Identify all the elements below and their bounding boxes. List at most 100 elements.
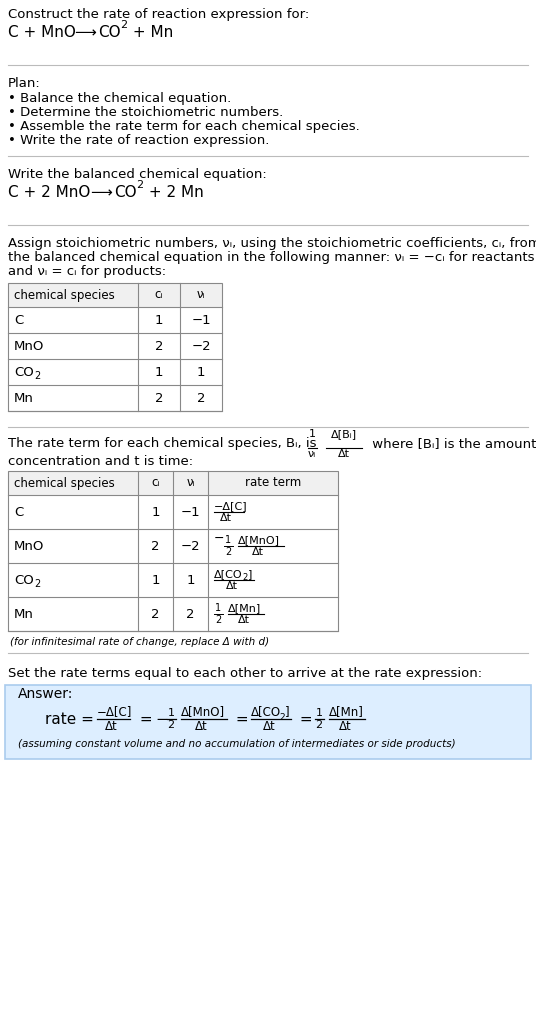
Text: 2: 2 (34, 579, 40, 589)
Text: 2: 2 (155, 340, 163, 353)
Text: =: = (231, 712, 254, 726)
Text: C: C (14, 506, 23, 518)
Text: 1: 1 (155, 365, 163, 378)
Text: 2: 2 (120, 20, 127, 30)
Text: Write the balanced chemical equation:: Write the balanced chemical equation: (8, 168, 267, 182)
Text: Δt: Δt (238, 615, 250, 625)
Text: Δ[Mn]: Δ[Mn] (329, 705, 364, 718)
Text: Δt: Δt (105, 720, 118, 733)
Text: • Determine the stoichiometric numbers.: • Determine the stoichiometric numbers. (8, 106, 283, 119)
Text: + 2 Mn: + 2 Mn (144, 185, 204, 200)
Text: 1: 1 (316, 708, 323, 718)
Text: −Δ[C]: −Δ[C] (97, 705, 132, 718)
Text: + Mn: + Mn (128, 25, 173, 40)
Text: Δ[MnO]: Δ[MnO] (181, 705, 225, 718)
Text: cᵢ: cᵢ (155, 289, 163, 301)
Text: chemical species: chemical species (14, 477, 115, 490)
Text: • Balance the chemical equation.: • Balance the chemical equation. (8, 92, 231, 105)
Text: • Write the rate of reaction expression.: • Write the rate of reaction expression. (8, 134, 270, 147)
Text: chemical species: chemical species (14, 289, 115, 301)
Text: 2: 2 (242, 573, 247, 582)
Text: 2: 2 (215, 615, 221, 625)
Text: Δt: Δt (339, 720, 352, 733)
Text: −1: −1 (181, 506, 200, 518)
Text: rate =: rate = (45, 712, 99, 726)
Text: Δ[CO: Δ[CO (214, 569, 243, 579)
Text: νᵢ: νᵢ (308, 449, 316, 459)
Text: 2: 2 (151, 539, 160, 553)
Text: 1: 1 (155, 313, 163, 327)
Bar (8, 470, 338, 631)
Text: 1: 1 (309, 429, 316, 439)
Text: νᵢ: νᵢ (186, 477, 195, 490)
Text: ]: ] (285, 705, 289, 718)
Text: 1: 1 (225, 535, 231, 545)
Text: 1: 1 (151, 506, 160, 518)
Text: C + MnO: C + MnO (8, 25, 76, 40)
Text: and νᵢ = cᵢ for products:: and νᵢ = cᵢ for products: (8, 265, 166, 278)
Text: 2: 2 (316, 720, 323, 730)
Text: 2: 2 (225, 547, 231, 557)
Text: Answer:: Answer: (18, 687, 73, 701)
Text: νᵢ: νᵢ (197, 289, 205, 301)
Text: 1: 1 (186, 574, 195, 586)
Text: −2: −2 (181, 539, 200, 553)
Text: C + 2 MnO: C + 2 MnO (8, 185, 91, 200)
Text: MnO: MnO (14, 340, 44, 353)
Text: concentration and t is time:: concentration and t is time: (8, 455, 193, 468)
Text: Construct the rate of reaction expression for:: Construct the rate of reaction expressio… (8, 8, 309, 21)
Text: −: − (155, 712, 168, 726)
Bar (5, 685, 531, 759)
Text: Δ[Bᵢ]: Δ[Bᵢ] (331, 429, 357, 439)
Text: Plan:: Plan: (8, 77, 41, 90)
Text: Δ[Mn]: Δ[Mn] (228, 603, 261, 613)
Text: −: − (214, 532, 225, 545)
Text: Δ[CO: Δ[CO (251, 705, 281, 718)
Text: (for infinitesimal rate of change, replace Δ with d): (for infinitesimal rate of change, repla… (10, 637, 269, 647)
Text: cᵢ: cᵢ (151, 477, 160, 490)
Text: 2: 2 (155, 391, 163, 405)
Bar (8, 283, 222, 411)
Text: CO: CO (14, 365, 34, 378)
Text: 2: 2 (34, 371, 40, 381)
Text: =: = (135, 712, 158, 726)
Text: CO: CO (114, 185, 137, 200)
Text: −2: −2 (191, 340, 211, 353)
Text: CO: CO (14, 574, 34, 586)
Text: 2: 2 (167, 720, 175, 730)
Text: −Δ[C]: −Δ[C] (214, 501, 248, 511)
Text: Mn: Mn (14, 607, 34, 621)
Text: Δt: Δt (195, 720, 208, 733)
Text: Assign stoichiometric numbers, νᵢ, using the stoichiometric coefficients, cᵢ, fr: Assign stoichiometric numbers, νᵢ, using… (8, 237, 536, 250)
Text: −1: −1 (191, 313, 211, 327)
Bar (8, 283, 222, 411)
Text: 2: 2 (136, 180, 143, 190)
Text: ]: ] (248, 569, 252, 579)
Text: Set the rate terms equal to each other to arrive at the rate expression:: Set the rate terms equal to each other t… (8, 667, 482, 680)
Bar (8, 470, 338, 495)
Text: 2: 2 (151, 607, 160, 621)
Text: 1: 1 (167, 708, 175, 718)
Text: Mn: Mn (14, 391, 34, 405)
Text: (assuming constant volume and no accumulation of intermediates or side products): (assuming constant volume and no accumul… (18, 739, 456, 749)
Text: CO: CO (98, 25, 121, 40)
Text: 1: 1 (215, 603, 221, 613)
Text: ⟶: ⟶ (74, 25, 96, 40)
Text: 2: 2 (186, 607, 195, 621)
Text: Δt: Δt (226, 581, 238, 591)
Text: where [Bᵢ] is the amount: where [Bᵢ] is the amount (368, 437, 536, 450)
Text: 2: 2 (197, 391, 205, 405)
Text: Δ[MnO]: Δ[MnO] (238, 535, 280, 545)
Text: 1: 1 (197, 365, 205, 378)
Text: The rate term for each chemical species, Bᵢ, is: The rate term for each chemical species,… (8, 437, 316, 450)
Text: MnO: MnO (14, 539, 44, 553)
Text: 1: 1 (151, 574, 160, 586)
Text: • Assemble the rate term for each chemical species.: • Assemble the rate term for each chemic… (8, 120, 360, 133)
Text: Δt: Δt (252, 547, 264, 557)
Text: C: C (14, 313, 23, 327)
Bar (8, 283, 222, 307)
Text: rate term: rate term (245, 477, 301, 490)
Text: Δt: Δt (220, 513, 232, 523)
Bar (8, 470, 338, 631)
Text: ⟶: ⟶ (90, 185, 112, 200)
